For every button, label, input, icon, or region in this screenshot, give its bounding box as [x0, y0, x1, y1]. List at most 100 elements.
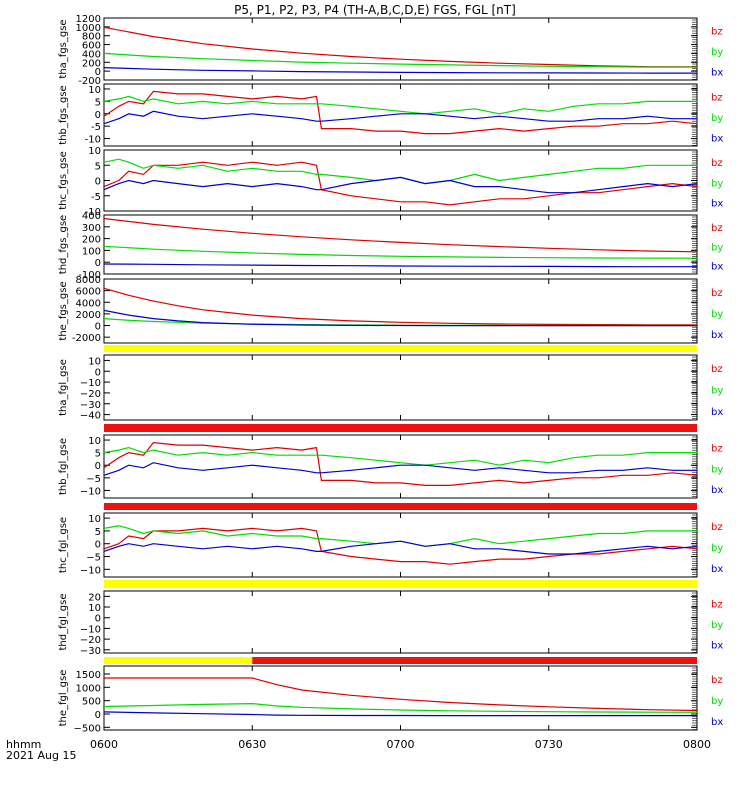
legend-label-by: by [711, 696, 723, 707]
y-tick-label: 5 [95, 527, 101, 538]
y-axis-label: thd_fgl_gse [58, 594, 69, 651]
legend-label-by: by [711, 620, 723, 631]
series-line-bz [103, 90, 698, 135]
y-tick-label: 0 [95, 461, 101, 472]
series-line-bx [103, 263, 697, 268]
legend-label-bx: bx [711, 198, 723, 209]
y-tick-label: 5 [95, 161, 101, 172]
y-tick-label: 1500 [76, 670, 101, 681]
y-tick-label: 0 [95, 177, 101, 188]
y-tick-label: 500 [82, 697, 101, 708]
y-tick-label: 1000 [76, 23, 101, 34]
y-axis-label: tha_fgs_gse [58, 19, 69, 78]
legend-label-bx: bx [711, 133, 723, 144]
series-line-by [103, 525, 697, 547]
series-line-by [103, 446, 697, 466]
series-line-bx [103, 309, 697, 327]
y-tick-label: 100 [82, 246, 101, 257]
mode-bar-segment [104, 503, 697, 510]
y-tick-label: 10 [88, 356, 101, 367]
legend-label-by: by [711, 47, 723, 58]
y-tick-label: −10 [80, 378, 101, 389]
y-axis-label: thc_fgl_gse [58, 517, 69, 573]
y-tick-label: 5 [95, 449, 101, 460]
series-line-bz [104, 677, 698, 712]
series-line-by [103, 52, 698, 68]
y-tick-label: 2000 [76, 310, 101, 321]
series-line-by [103, 245, 698, 259]
mode-bar-segment [104, 424, 697, 432]
x-tick-label: 0600 [90, 738, 118, 751]
panel-frame [103, 434, 698, 499]
legend-label-bz: bz [711, 92, 723, 103]
series-line-bx [103, 711, 697, 717]
y-tick-label: 300 [82, 223, 101, 234]
y-tick-label: 20 [88, 592, 101, 603]
y-axis-label: thb_fgs_gse [58, 85, 69, 144]
legend-label-bx: bx [711, 564, 723, 575]
y-tick-label: −10 [80, 624, 101, 635]
legend-label-by: by [711, 543, 723, 554]
time-axis: 0600 0630 0700 0730 0800 [90, 738, 711, 751]
time-axis-corner-label: hhmm [6, 738, 41, 751]
panel-frame [103, 665, 698, 731]
series-line-by [103, 95, 697, 115]
y-tick-label: 5 [95, 97, 101, 108]
panel-frame [103, 278, 698, 344]
y-tick-label: −5 [86, 553, 101, 564]
panel-thb_fgs_gse: 105 0-5 -10 thb_fgs_gse bz by bx [58, 83, 723, 147]
y-tick-label: 0 [95, 367, 101, 378]
x-tick-label: 0700 [387, 738, 415, 751]
series-line-bz [103, 217, 698, 253]
mode-bar-segment [252, 657, 697, 664]
y-tick-label: -2000 [72, 333, 101, 344]
mode-bar-segment [104, 345, 697, 352]
legend-label-bx: bx [711, 717, 723, 728]
mode-bar-segment [104, 657, 253, 664]
date-label: 2021 Aug 15 [6, 749, 76, 762]
legend-label-bz: bz [711, 522, 723, 533]
legend-label-by: by [711, 242, 723, 253]
legend-label-bz: bz [711, 26, 723, 37]
legend-label-bz: bz [711, 675, 723, 686]
y-tick-label: 0 [95, 67, 101, 78]
y-tick-label: −10 [80, 486, 101, 497]
legend-label-bz: bz [711, 158, 723, 169]
legend-label-bx: bx [711, 67, 723, 78]
legend-label-by: by [711, 309, 723, 320]
y-axis-label: the_fgl_gse [58, 670, 69, 727]
y-axis-label: thb_fgl_gse [58, 438, 69, 495]
panel-frame [103, 512, 698, 578]
panel-thc_fgs_gse: 10 5 0 -5 -10 thc_fgs_gse bz by bx [58, 146, 723, 218]
y-tick-label: −20 [80, 635, 101, 646]
y-tick-label: −30 [80, 646, 101, 657]
x-tick-label: 0730 [535, 738, 563, 751]
legend-label-bx: bx [711, 485, 723, 496]
y-tick-label: -10 [85, 135, 101, 146]
y-tick-label: 0 [95, 322, 101, 333]
panel-frame [103, 17, 698, 81]
chart-title: P5, P1, P2, P3, P4 (TH-A,B,C,D,E) FGS, F… [234, 3, 516, 17]
y-tick-label: 0 [95, 110, 101, 121]
y-tick-label: 0 [95, 258, 101, 269]
series-line-bz [103, 26, 698, 68]
legend-label-by: by [711, 113, 723, 124]
y-tick-label: 10 [88, 436, 101, 447]
y-axis-label: tha_fgl_gse [58, 359, 69, 416]
y-tick-label: −5 [86, 474, 101, 485]
x-tick-label: 0630 [238, 738, 266, 751]
y-tick-label: −10 [80, 565, 101, 576]
legend-label-by: by [711, 385, 723, 396]
panel-thb_fgl_gse: 10 50 −5−10 thb_fgl_gse bz by bx [58, 434, 723, 510]
y-tick-label: 1200 [76, 14, 101, 25]
legend-label-bx: bx [711, 407, 723, 418]
series-line-bx [103, 462, 697, 476]
series-line-bz [103, 527, 698, 565]
y-tick-label: -100 [78, 270, 101, 281]
y-tick-label: −20 [80, 389, 101, 400]
panel-the_fgl_gse: 1500 1000 500 0 −500 the_fgl_gse bz by bx [58, 665, 723, 734]
